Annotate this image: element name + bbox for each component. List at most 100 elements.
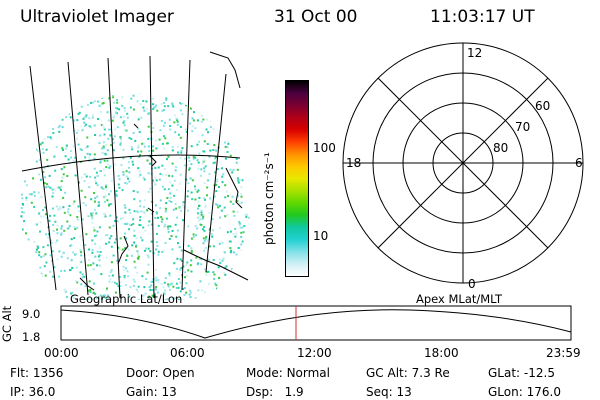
emission-pixel — [222, 296, 225, 299]
emission-pixel — [20, 193, 23, 196]
emission-pixel — [42, 151, 45, 154]
emission-pixel — [239, 91, 241, 93]
emission-pixel — [231, 291, 234, 294]
emission-pixel — [157, 291, 159, 294]
emission-pixel — [205, 118, 208, 121]
emission-pixel — [180, 249, 183, 252]
emission-pixel — [109, 271, 112, 274]
emission-pixel — [122, 115, 125, 118]
emission-pixel — [175, 207, 178, 210]
emission-pixel — [54, 169, 57, 172]
emission-pixel — [87, 289, 90, 292]
emission-pixel — [112, 116, 115, 119]
emission-pixel — [248, 230, 250, 233]
emission-pixel — [219, 216, 221, 219]
emission-pixel — [68, 204, 71, 207]
emission-pixel — [171, 162, 174, 165]
emission-pixel — [122, 157, 125, 160]
emission-pixel — [101, 147, 104, 150]
emission-pixel — [68, 111, 70, 114]
emission-pixel — [208, 155, 211, 158]
emission-pixel — [176, 257, 179, 260]
emission-pixel — [103, 294, 106, 297]
emission-pixel — [51, 207, 54, 210]
emission-pixel — [129, 156, 132, 159]
emission-pixel — [32, 127, 35, 129]
emission-pixel — [49, 239, 52, 242]
emission-pixel — [44, 253, 47, 256]
emission-pixel — [167, 188, 170, 191]
emission-pixel — [190, 259, 193, 262]
emission-pixel — [213, 104, 216, 107]
emission-pixel — [85, 175, 88, 178]
emission-pixel — [72, 251, 75, 254]
emission-pixel — [166, 158, 168, 161]
emission-pixel — [75, 280, 77, 283]
emission-pixel — [110, 93, 113, 94]
emission-pixel — [141, 275, 144, 278]
emission-pixel — [239, 93, 241, 96]
emission-pixel — [118, 178, 121, 181]
emission-pixel — [93, 282, 96, 285]
emission-pixel — [117, 246, 120, 249]
emission-pixel — [212, 245, 215, 248]
emission-pixel — [69, 104, 71, 107]
emission-pixel — [228, 240, 231, 243]
emission-pixel — [212, 162, 215, 165]
emission-pixel — [200, 263, 203, 266]
emission-pixel — [225, 265, 228, 268]
emission-pixel — [40, 196, 43, 199]
emission-pixel — [96, 195, 99, 198]
emission-pixel — [91, 221, 94, 224]
emission-pixel — [152, 149, 155, 152]
emission-pixel — [156, 244, 159, 247]
emission-pixel — [147, 125, 150, 128]
emission-pixel — [47, 99, 50, 102]
emission-pixel — [22, 264, 25, 267]
emission-pixel — [212, 259, 215, 261]
emission-pixel — [42, 286, 45, 288]
emission-pixel — [167, 105, 170, 108]
emission-pixel — [174, 169, 177, 172]
emission-pixel — [174, 131, 177, 134]
emission-pixel — [126, 116, 129, 119]
emission-pixel — [178, 206, 181, 209]
emission-pixel — [128, 136, 131, 139]
emission-pixel — [216, 178, 219, 181]
emission-pixel — [165, 299, 168, 300]
emission-pixel — [92, 268, 95, 271]
emission-pixel — [57, 208, 60, 211]
emission-pixel — [141, 142, 144, 145]
emission-pixel — [202, 237, 205, 240]
emission-pixel — [24, 257, 27, 260]
emission-pixel — [171, 175, 174, 178]
emission-pixel — [62, 196, 65, 199]
emission-pixel — [229, 247, 232, 250]
emission-pixel — [179, 101, 182, 104]
emission-pixel — [101, 96, 104, 99]
emission-pixel — [56, 232, 59, 235]
emission-pixel — [221, 259, 224, 262]
emission-pixel — [127, 248, 130, 251]
emission-pixel — [173, 121, 176, 124]
emission-pixel — [184, 157, 187, 160]
emission-pixel — [202, 242, 205, 245]
emission-pixel — [137, 285, 140, 288]
emission-pixel — [108, 274, 111, 277]
emission-pixel — [119, 281, 122, 284]
emission-pixel — [197, 161, 200, 164]
emission-pixel — [20, 257, 22, 260]
emission-pixel — [44, 206, 47, 209]
emission-pixel — [177, 242, 179, 245]
emission-pixel — [89, 264, 92, 267]
altitude-timeline-plot — [60, 305, 572, 341]
emission-pixel — [179, 173, 182, 176]
timeline-x-tick-1800: 18:00 — [424, 346, 459, 360]
emission-pixel — [236, 210, 239, 213]
emission-pixel — [27, 137, 30, 140]
emission-pixel — [24, 251, 27, 254]
emission-pixel — [161, 251, 164, 253]
emission-pixel — [209, 101, 211, 104]
emission-pixel — [20, 215, 23, 218]
emission-pixel — [163, 147, 166, 150]
